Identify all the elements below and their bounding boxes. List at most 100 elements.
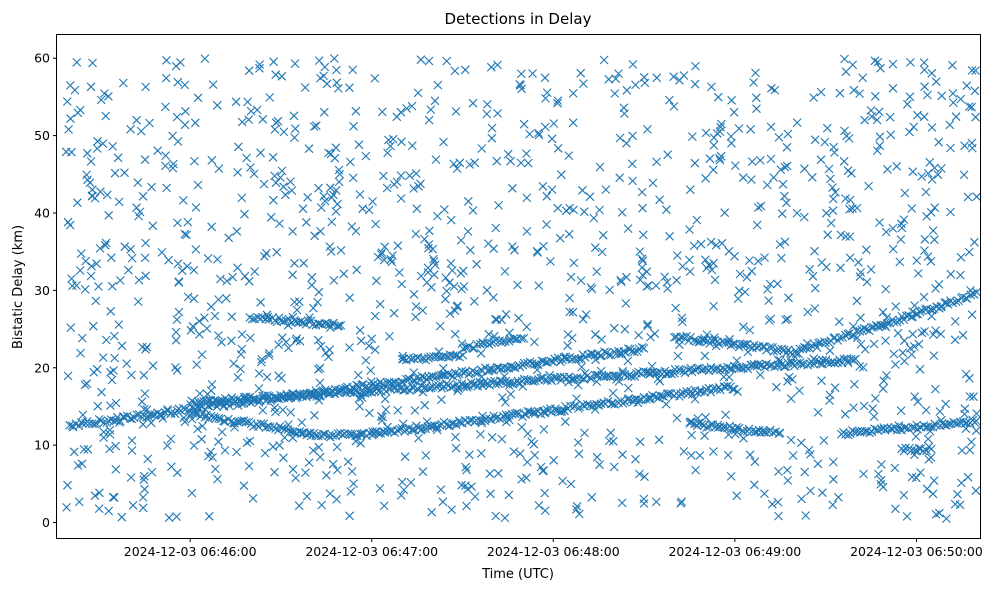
detection-marker <box>227 336 236 346</box>
detection-marker <box>528 376 538 386</box>
detection-marker <box>529 439 539 449</box>
detection-marker <box>81 256 91 266</box>
detection-marker <box>792 118 802 127</box>
detection-marker <box>835 88 845 98</box>
detection-marker <box>509 447 519 456</box>
detection-marker <box>500 337 510 346</box>
detection-marker <box>701 412 710 422</box>
detection-marker <box>840 126 849 136</box>
detection-marker <box>739 427 748 437</box>
detection-marker <box>364 341 374 351</box>
detection-marker <box>842 354 852 363</box>
detection-marker <box>547 185 557 194</box>
detection-marker <box>885 112 895 122</box>
detection-marker <box>936 302 946 312</box>
detection-marker <box>349 121 358 131</box>
detection-marker <box>882 313 892 322</box>
detection-marker <box>386 254 396 264</box>
detection-marker <box>920 327 929 336</box>
detection-marker <box>245 436 255 446</box>
detection-marker <box>80 285 90 294</box>
detection-marker <box>894 421 904 431</box>
detection-marker <box>224 233 234 243</box>
detection-marker <box>956 94 966 104</box>
detection-marker <box>329 276 339 285</box>
detection-marker <box>569 205 578 215</box>
detection-marker <box>593 370 603 380</box>
detection-marker <box>450 329 460 339</box>
detection-marker <box>313 319 323 329</box>
detection-marker <box>826 174 835 184</box>
detection-marker <box>368 197 377 206</box>
detection-marker <box>345 293 355 303</box>
detection-marker <box>101 238 111 248</box>
detection-marker <box>881 284 891 294</box>
detection-marker <box>567 333 577 343</box>
detection-marker <box>970 86 980 96</box>
detection-marker <box>395 268 404 277</box>
detection-marker <box>635 469 644 479</box>
detection-marker <box>88 321 98 331</box>
detection-marker <box>687 430 696 440</box>
detection-marker <box>498 377 508 386</box>
detection-marker <box>69 447 79 457</box>
detection-marker <box>717 238 727 248</box>
detection-marker <box>693 414 703 423</box>
detection-marker <box>492 156 502 166</box>
detection-marker <box>256 297 265 307</box>
detection-marker <box>597 335 606 344</box>
detection-marker <box>561 206 571 216</box>
detection-marker <box>760 489 769 498</box>
detection-marker <box>972 192 982 202</box>
detection-marker <box>849 85 859 95</box>
detection-marker <box>905 127 914 137</box>
detection-marker <box>751 68 760 78</box>
detection-marker <box>232 447 241 457</box>
detection-marker <box>862 325 871 334</box>
detection-marker <box>133 297 143 306</box>
detection-marker <box>180 120 190 130</box>
detection-marker <box>700 351 710 361</box>
detection-marker <box>522 193 532 203</box>
detection-marker <box>875 141 885 151</box>
detection-marker <box>956 252 966 262</box>
detection-marker <box>370 427 380 437</box>
detection-marker <box>568 118 578 128</box>
detection-marker <box>409 289 419 299</box>
detection-marker <box>672 275 681 285</box>
detection-marker <box>747 266 757 276</box>
detection-marker <box>298 204 308 214</box>
detection-marker <box>321 348 331 358</box>
detection-marker <box>172 112 182 122</box>
detection-marker <box>701 173 710 183</box>
detection-marker <box>332 442 342 452</box>
detection-marker <box>780 162 790 172</box>
plot-area <box>61 54 982 523</box>
detection-marker <box>773 279 782 289</box>
detection-marker <box>654 435 664 445</box>
detection-marker <box>194 316 204 326</box>
detection-marker <box>961 369 971 379</box>
detection-marker <box>398 419 408 429</box>
detection-marker <box>749 480 759 490</box>
detection-marker <box>828 457 838 467</box>
detection-marker <box>738 322 748 332</box>
detection-marker <box>316 73 325 83</box>
detection-marker <box>230 423 239 432</box>
detection-marker <box>878 384 888 394</box>
detection-marker <box>754 425 764 435</box>
detection-marker <box>665 95 674 105</box>
detection-marker <box>486 62 496 72</box>
detection-marker <box>162 183 172 193</box>
detection-marker <box>783 129 793 139</box>
detection-marker <box>769 173 779 182</box>
detection-marker <box>825 390 835 400</box>
detection-marker <box>383 148 392 158</box>
detection-marker <box>275 440 284 450</box>
detection-marker <box>732 356 742 365</box>
detection-marker <box>692 215 702 225</box>
detection-marker <box>539 425 549 434</box>
detection-marker <box>951 112 961 122</box>
detection-marker <box>874 469 883 479</box>
